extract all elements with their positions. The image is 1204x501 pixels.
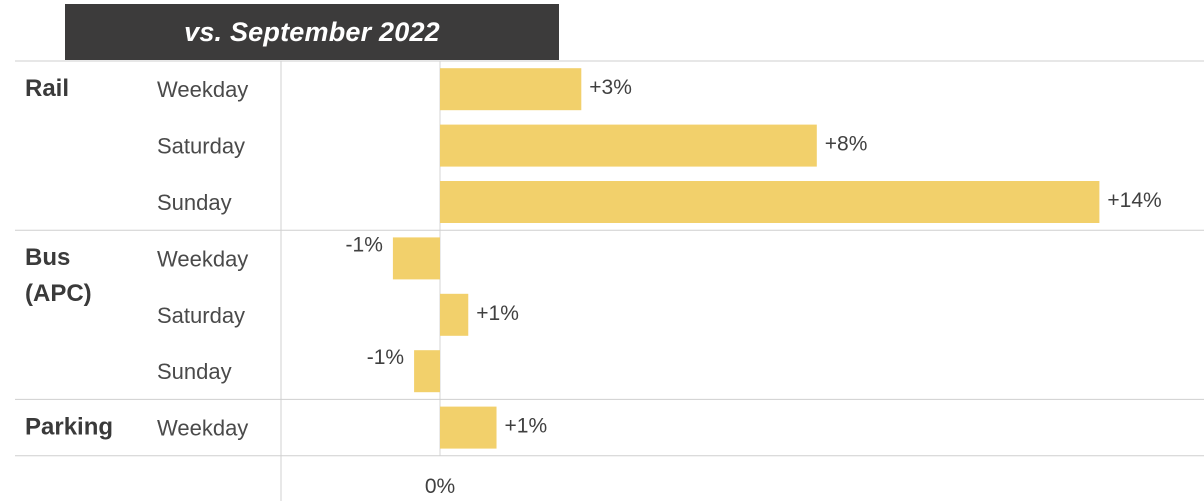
group-label-bus-apc--line-1: Bus — [25, 244, 70, 271]
value-label-bus-apc-weekday: -1% — [346, 233, 383, 256]
bar-parking-weekday — [440, 406, 497, 449]
value-label-bus-apc-sunday: -1% — [367, 346, 404, 369]
x-tick-label: 0% — [425, 475, 455, 498]
row-label-rail-sunday: Sunday — [157, 190, 232, 215]
bar-rail-weekday — [440, 68, 582, 111]
row-label-rail-saturday: Saturday — [157, 134, 245, 159]
bar-bus-apc-saturday — [440, 293, 469, 336]
group-label-parking: Parking — [25, 413, 113, 440]
value-label-parking-weekday: +1% — [505, 415, 548, 438]
bar-bus-apc-weekday — [392, 237, 440, 280]
value-label-bus-apc-saturday: +1% — [476, 302, 519, 325]
row-label-parking-weekday: Weekday — [157, 416, 248, 441]
bar-bus-apc-sunday — [414, 350, 440, 393]
bar-rail-sunday — [440, 181, 1100, 223]
row-label-rail-weekday: Weekday — [157, 77, 248, 102]
value-label-rail-weekday: +3% — [589, 76, 632, 99]
bar-rail-saturday — [440, 124, 817, 167]
chart-title-bar: vs. September 2022 — [65, 4, 559, 60]
chart-title: vs. September 2022 — [184, 16, 440, 47]
group-label-bus-apc--line-2: (APC) — [25, 280, 92, 307]
value-label-rail-sunday: +14% — [1107, 189, 1161, 212]
group-label-rail: Rail — [25, 75, 69, 102]
row-label-bus-apc-sunday: Sunday — [157, 359, 232, 384]
row-label-bus-apc-saturday: Saturday — [157, 303, 245, 328]
value-label-rail-saturday: +8% — [825, 133, 868, 156]
row-label-bus-apc-weekday: Weekday — [157, 246, 248, 271]
